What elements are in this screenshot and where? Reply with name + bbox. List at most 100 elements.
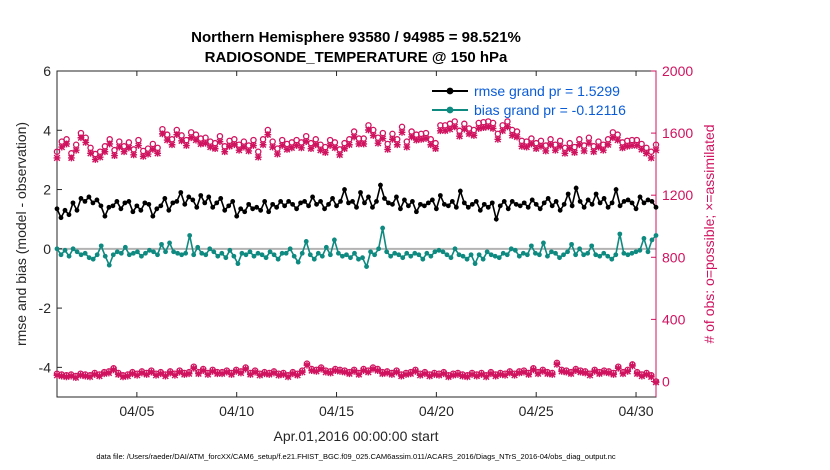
obs-assimilated-marker [345, 141, 353, 149]
obs-low-assimilated-marker [176, 368, 184, 376]
obs-low-assimilated-marker [204, 371, 212, 378]
obs-low-assimilated-marker [336, 367, 344, 375]
bias-point [114, 249, 120, 255]
obs-low-assimilated-marker [157, 370, 165, 378]
obs-low-assimilated-marker [322, 368, 330, 376]
bias-point [98, 243, 104, 249]
rmse-point [437, 193, 443, 198]
obs-low-assimilated-marker [449, 371, 457, 379]
obs-assimilated-marker [178, 137, 185, 145]
rmse-point [577, 199, 583, 204]
bias-point [388, 253, 394, 259]
obs-assimilated-marker [460, 125, 468, 133]
rmse-point [629, 200, 635, 206]
rmse-point [553, 199, 559, 204]
obs-assimilated-marker [393, 141, 401, 149]
bias-point [175, 250, 181, 256]
plot-area: 04/05 04/10 04/15 04/20 04/25 04/30 -4 -2 0 2 4 6 0 4… [39, 63, 694, 419]
bias-point [360, 255, 365, 261]
rmse-point [354, 204, 359, 210]
x-tick-label: 04/10 [219, 403, 254, 419]
rmse-point [334, 203, 339, 209]
obs-assimilated-marker [221, 148, 229, 156]
obs-assimilated-marker [302, 138, 310, 146]
rmse-point [206, 194, 212, 200]
rmse-point [601, 196, 607, 201]
obs-assimilated-marker [269, 143, 277, 151]
rmse-point [234, 213, 240, 219]
rmse-point [501, 199, 507, 204]
obs-low-assimilated-marker [242, 365, 250, 373]
bias-point [251, 253, 257, 259]
bias-point [295, 259, 301, 265]
rmse-point [70, 200, 76, 206]
y-axis-label-left: rmse and bias (model - observation) [13, 122, 29, 346]
rmse-point [326, 201, 331, 207]
rmse-point [565, 191, 571, 197]
obs-assimilated-marker [168, 141, 176, 149]
bias-point [340, 253, 345, 259]
rmse-point [106, 204, 112, 210]
bias-point [364, 264, 369, 269]
obs-low-assimilated-marker [228, 371, 235, 378]
bias-point [585, 250, 591, 256]
bias-point [110, 252, 116, 258]
rmse-point [425, 200, 431, 206]
obs-low-assimilated-marker [265, 371, 273, 378]
obs-low-assimilated-marker [303, 361, 311, 369]
y-tick-label-left: -2 [39, 300, 52, 316]
obs-assimilated-marker [259, 141, 267, 149]
obs-low-assimilated-marker [473, 372, 481, 380]
rmse-point [306, 203, 311, 209]
obs-assimilated-marker [532, 145, 540, 153]
obs-assimilated-marker [633, 142, 641, 149]
bias-point [384, 249, 390, 255]
rmse-point [238, 206, 244, 212]
rmse-point [557, 207, 563, 213]
y-tick-label-right: 800 [662, 249, 686, 265]
obs-low-assimilated-marker [440, 370, 448, 378]
rmse-point [449, 199, 455, 204]
y-tick-label-right: 0 [662, 373, 670, 389]
obs-low-assimilated-marker [647, 373, 655, 381]
bias-point [569, 241, 574, 247]
rmse-point [497, 203, 503, 209]
bias-point [283, 250, 289, 256]
obs-low-assimilated-marker [91, 371, 99, 378]
bias-point [159, 241, 164, 247]
obs-assimilated-marker [307, 145, 315, 153]
y-axis-label-right: # of obs: o=possible; ×=assimilated [701, 124, 717, 343]
rmse-point [533, 201, 539, 207]
obs-assimilated-marker [599, 146, 607, 154]
obs-low-assimilated-marker [63, 373, 70, 381]
obs-assimilated-marker [226, 142, 233, 150]
bias-point [641, 236, 647, 241]
bias-point [331, 237, 337, 243]
obs-low-assimilated-marker [525, 371, 533, 378]
bias-point [139, 253, 144, 259]
rmse-point [585, 197, 591, 203]
rmse-point [290, 201, 296, 207]
rmse-point [214, 200, 220, 206]
obs-low-assimilated-marker [492, 372, 500, 380]
obs-assimilated-marker [542, 147, 550, 155]
obs-low-assimilated-marker [562, 368, 570, 376]
bias-point [74, 249, 80, 255]
bias-point [54, 246, 60, 252]
obs-low-assimilated-marker [643, 371, 650, 378]
bias-point [621, 250, 627, 256]
obs-low-assimilated-marker [605, 369, 613, 377]
obs-low-assimilated-marker [652, 378, 660, 386]
bias-point [171, 249, 176, 255]
obs-assimilated-marker [403, 143, 411, 151]
rmse-point [641, 200, 647, 206]
obs-low-assimilated-marker [67, 372, 75, 380]
obs-assimilated-marker [53, 154, 61, 162]
rmse-point [477, 207, 483, 213]
obs-assimilated-marker [206, 143, 214, 151]
obs-assimilated-marker [374, 139, 382, 147]
rmse-point [122, 200, 128, 206]
obs-assimilated-marker [87, 149, 94, 157]
rmse-point [457, 188, 463, 194]
rmse-point [110, 203, 116, 209]
